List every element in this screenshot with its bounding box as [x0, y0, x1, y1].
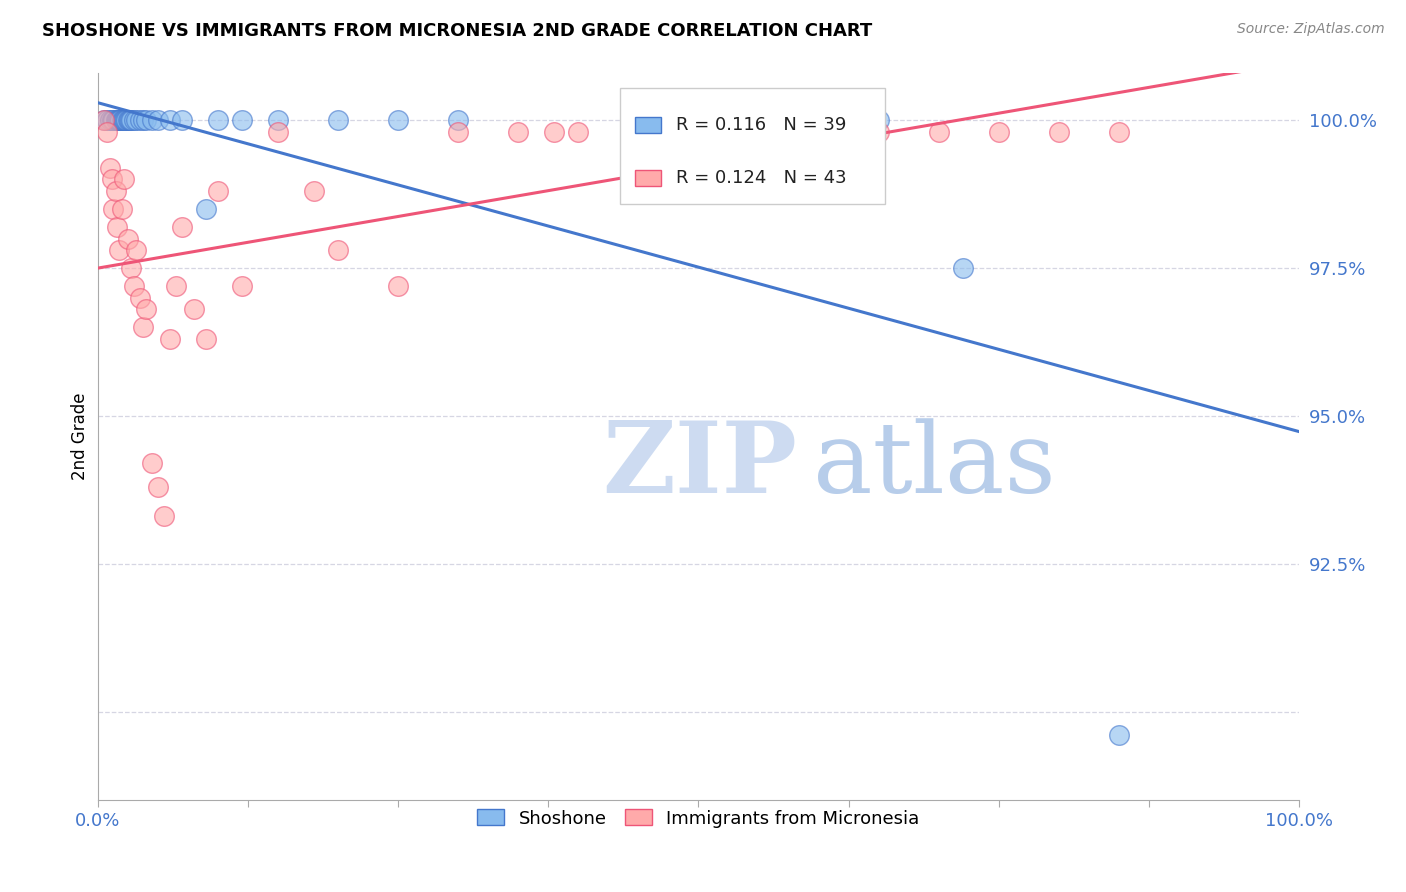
- Point: [152, 509, 174, 524]
- Point: [170, 219, 193, 234]
- Text: ZIP: ZIP: [602, 417, 797, 514]
- Point: [165, 278, 187, 293]
- Point: [110, 202, 132, 216]
- Point: [93, 113, 115, 128]
- Point: [120, 261, 142, 276]
- Point: [159, 113, 181, 128]
- Bar: [634, 117, 661, 133]
- Point: [508, 125, 530, 139]
- Text: R = 0.116   N = 39: R = 0.116 N = 39: [675, 116, 846, 134]
- Point: [93, 113, 115, 128]
- Point: [108, 244, 131, 258]
- Point: [128, 291, 150, 305]
- Point: [447, 125, 470, 139]
- Point: [132, 320, 155, 334]
- Point: [194, 202, 217, 216]
- Point: [135, 302, 157, 317]
- Point: [135, 113, 157, 128]
- Point: [928, 125, 950, 139]
- Point: [207, 184, 229, 198]
- Point: [128, 113, 150, 128]
- Bar: [620, 87, 884, 204]
- Point: [207, 113, 229, 128]
- Point: [112, 113, 135, 128]
- Point: [132, 113, 155, 128]
- Point: [104, 184, 127, 198]
- Point: [868, 113, 890, 128]
- Point: [114, 113, 136, 128]
- Point: [101, 172, 124, 186]
- Point: [118, 113, 141, 128]
- Point: [747, 125, 769, 139]
- Point: [125, 244, 148, 258]
- Point: [146, 113, 169, 128]
- Point: [987, 125, 1010, 139]
- Point: [567, 125, 589, 139]
- Text: R = 0.124   N = 43: R = 0.124 N = 43: [675, 169, 846, 187]
- Point: [111, 113, 134, 128]
- Point: [447, 113, 470, 128]
- Point: [105, 219, 128, 234]
- Point: [110, 113, 132, 128]
- Point: [326, 113, 349, 128]
- Point: [141, 113, 163, 128]
- Point: [952, 261, 974, 276]
- Point: [141, 456, 163, 470]
- Point: [231, 113, 253, 128]
- Point: [1108, 728, 1130, 742]
- Point: [96, 125, 118, 139]
- Point: [122, 278, 145, 293]
- Text: Source: ZipAtlas.com: Source: ZipAtlas.com: [1237, 22, 1385, 37]
- Point: [101, 113, 124, 128]
- Point: [122, 113, 145, 128]
- Point: [267, 113, 290, 128]
- Point: [170, 113, 193, 128]
- Point: [120, 113, 142, 128]
- Text: SHOSHONE VS IMMIGRANTS FROM MICRONESIA 2ND GRADE CORRELATION CHART: SHOSHONE VS IMMIGRANTS FROM MICRONESIA 2…: [42, 22, 873, 40]
- Point: [110, 113, 132, 128]
- Point: [807, 125, 830, 139]
- Bar: [634, 170, 661, 186]
- Text: atlas: atlas: [813, 417, 1056, 514]
- Point: [96, 113, 118, 128]
- Point: [112, 172, 135, 186]
- Point: [194, 332, 217, 346]
- Point: [115, 113, 138, 128]
- Point: [108, 113, 131, 128]
- Legend: Shoshone, Immigrants from Micronesia: Shoshone, Immigrants from Micronesia: [470, 802, 927, 835]
- Point: [117, 113, 139, 128]
- Point: [1047, 125, 1070, 139]
- Y-axis label: 2nd Grade: 2nd Grade: [72, 392, 89, 481]
- Point: [103, 202, 125, 216]
- Point: [688, 125, 710, 139]
- Point: [183, 302, 205, 317]
- Point: [387, 278, 409, 293]
- Point: [868, 125, 890, 139]
- Point: [105, 113, 128, 128]
- Point: [98, 113, 121, 128]
- Point: [387, 113, 409, 128]
- Point: [107, 113, 129, 128]
- Point: [159, 332, 181, 346]
- Point: [1108, 125, 1130, 139]
- Point: [267, 125, 290, 139]
- Point: [104, 113, 127, 128]
- Point: [118, 113, 141, 128]
- Point: [117, 231, 139, 245]
- Point: [146, 480, 169, 494]
- Point: [688, 113, 710, 128]
- Point: [543, 125, 565, 139]
- Point: [103, 113, 125, 128]
- Point: [302, 184, 325, 198]
- Point: [125, 113, 148, 128]
- Point: [326, 244, 349, 258]
- Point: [98, 161, 121, 175]
- Point: [231, 278, 253, 293]
